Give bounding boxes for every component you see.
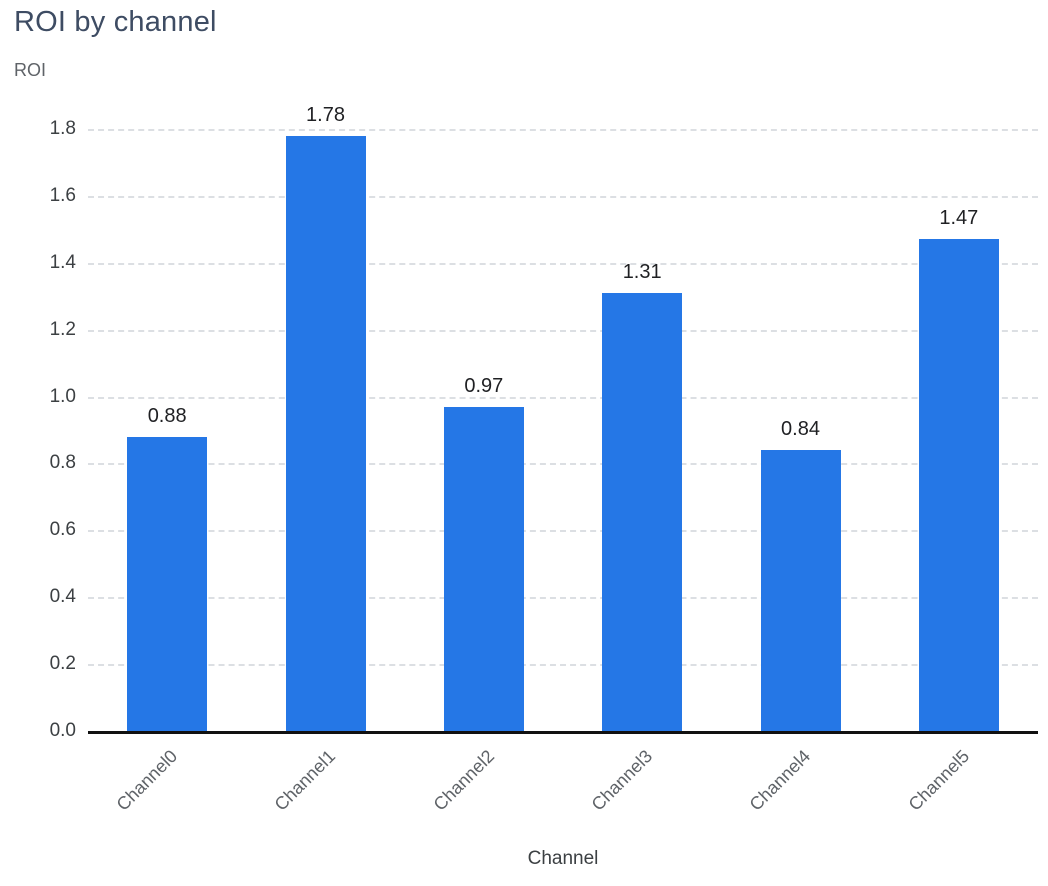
y-tick-label: 0.4 (49, 586, 76, 608)
bar-channel5[interactable] (918, 239, 999, 731)
gridline (88, 463, 1038, 466)
gridline (88, 664, 1038, 667)
y-tick-label: 1.8 (49, 118, 76, 139)
bar-channel2[interactable] (443, 406, 524, 731)
y-tick-label: 0.0 (49, 720, 76, 741)
bar-value-label: 0.88 (147, 404, 187, 427)
y-tick-label: 0.2 (49, 653, 76, 675)
y-tick-label: 1.2 (49, 318, 76, 340)
y-axis-label: ROI (14, 60, 47, 80)
x-tick-label: Channel0 (112, 746, 182, 815)
bar-channel0[interactable] (127, 436, 208, 731)
x-tick-label: Channel5 (904, 746, 973, 815)
plot-area: 0.0 0.2 0.4 0.6 0.8 1.0 1.2 1.4 1.6 1.8 0.88 1.78 0.… (50, 104, 1038, 741)
bar-value-label: 0.84 (781, 418, 820, 441)
bar-channel3[interactable] (602, 292, 683, 731)
bar-value-label: 1.31 (622, 260, 662, 283)
bar-value-label: 1.47 (939, 207, 979, 230)
chart-title: ROI by channel (14, 6, 217, 38)
y-tick-label: 1.0 (49, 385, 76, 407)
x-axis-label: Channel (527, 848, 599, 869)
x-axis-tick-labels: Channel0 Channel1 Channel2 Channel3 Channel4… (88, 734, 1038, 849)
x-tick-label: Channel3 (587, 746, 657, 815)
y-tick-label: 1.6 (49, 184, 76, 206)
gridline (88, 329, 1038, 332)
x-tick-label: Channel4 (746, 746, 815, 815)
x-tick-label: Channel2 (429, 746, 498, 815)
bar-channel4[interactable] (760, 450, 841, 731)
gridline (88, 195, 1038, 198)
y-tick-label: 0.6 (49, 519, 76, 541)
gridline (88, 129, 1038, 131)
bar-channel1[interactable] (285, 135, 366, 731)
gridline (88, 597, 1038, 600)
bar-value-label: 1.78 (306, 103, 345, 126)
gridline (88, 396, 1038, 399)
x-tick-label: Channel1 (271, 746, 340, 815)
bar-value-label: 0.97 (464, 374, 504, 397)
gridline (88, 262, 1038, 265)
gridline (88, 530, 1038, 533)
y-tick-label: 0.8 (49, 452, 76, 474)
y-tick-label: 1.4 (49, 251, 76, 273)
